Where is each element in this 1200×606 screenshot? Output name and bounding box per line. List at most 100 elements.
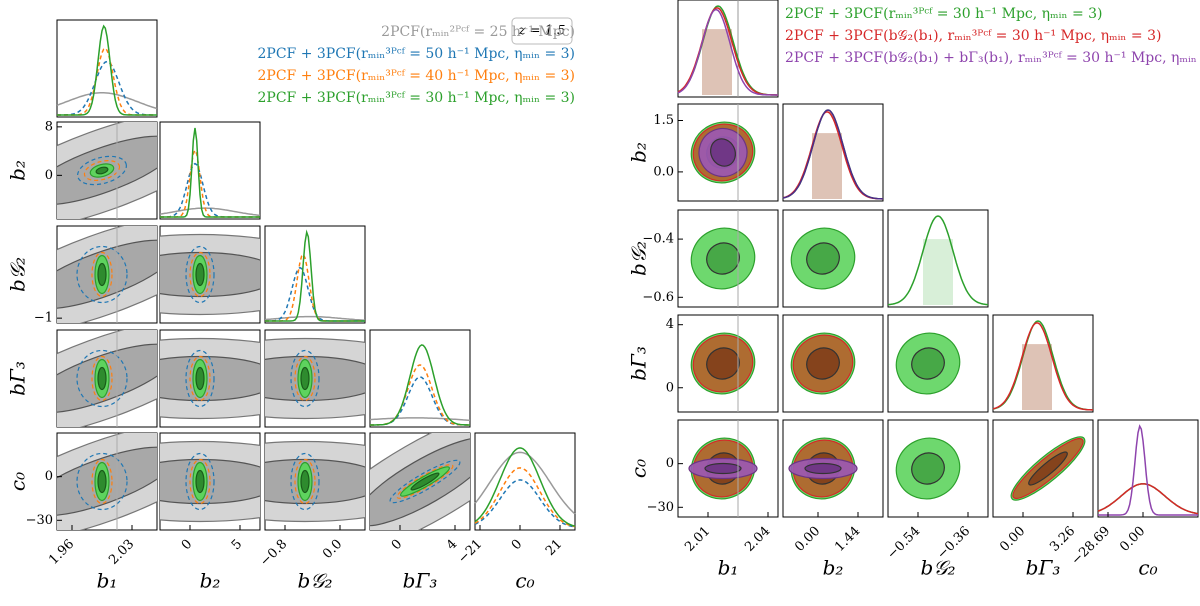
panel-content: [57, 433, 157, 530]
contour: [95, 166, 109, 175]
y-tick-label: 0: [666, 380, 674, 395]
posterior-curve: [474, 467, 576, 528]
contour: [389, 459, 461, 504]
panel-content: [788, 437, 858, 500]
posterior-curve: [57, 24, 157, 116]
posterior-curve: [159, 207, 261, 217]
x-axis-label: b₁: [718, 556, 739, 580]
y-tick-label: 0: [45, 168, 53, 183]
legend-entry: 2PCF + 3PCF(rₘᵢₙ³ᴾᶜᶠ = 50 h⁻¹ Mpc, ηₘᵢₙ …: [258, 46, 576, 62]
legend-entry: 2PCF + 3PCF(rₘᵢₙ³ᴾᶜᶠ = 30 h⁻¹ Mpc, ηₘᵢₙ …: [785, 6, 1103, 22]
panel: [369, 329, 471, 428]
contour: [76, 452, 128, 511]
contour: [806, 242, 840, 275]
posterior-curve: [474, 451, 576, 515]
legend-entry: 2PCF(rₘᵢₙ²ᴾᶜᶠ = 25 h⁻¹ Mpc): [381, 24, 575, 40]
x-tick-label: 21: [543, 537, 565, 559]
y-tick-label: −0.6: [642, 290, 674, 305]
contour: [91, 251, 113, 298]
x-axis-label: bΓ₃: [403, 569, 438, 593]
contour: [300, 366, 310, 391]
x-tick-label: 0.00: [792, 524, 823, 555]
x-tick-label: 0.00: [1117, 524, 1148, 555]
contour: [189, 355, 211, 402]
contour: [195, 262, 205, 287]
credible-band: [923, 239, 953, 305]
contour: [91, 458, 113, 505]
panel: [887, 209, 989, 308]
y-axis-label: bΓ₃: [6, 361, 30, 396]
panel-content: [1010, 436, 1086, 501]
contour: [294, 458, 316, 505]
y-tick-label: −1: [34, 311, 53, 326]
panel-content: [160, 233, 260, 316]
x-tick-label: 3.26: [1047, 524, 1078, 555]
panel-content: [160, 440, 260, 523]
posterior-curve: [1098, 424, 1198, 516]
y-axis-label: b₂: [6, 160, 30, 181]
y-axis-label: bΓ₃: [627, 346, 651, 381]
panel-content: [160, 337, 260, 420]
y-tick-label: 0: [666, 456, 674, 471]
contour: [83, 160, 121, 181]
panel-content: [690, 315, 756, 412]
legend-entry: 2PCF + 3PCF(b𝒢₂(b₁) + bΓ₃(b₁), rₘᵢₙ³ᴾᶜᶠ …: [785, 50, 1200, 66]
contour: [189, 458, 211, 505]
posterior-curve: [57, 60, 157, 116]
x-tick-label: 1.96: [46, 537, 77, 568]
posterior-curve: [56, 92, 158, 110]
panel: [677, 0, 779, 98]
posterior-curve: [474, 447, 576, 527]
y-axis-label: b₂: [627, 142, 651, 163]
posterior-curve: [264, 315, 366, 321]
x-axis-label: b𝒢₂: [297, 569, 332, 593]
posterior-curve: [474, 479, 576, 528]
contour: [704, 462, 742, 475]
posterior-curve: [992, 322, 1093, 411]
x-axis-label: c₀: [515, 569, 534, 593]
x-axis-label: b₁: [97, 569, 118, 593]
credible-band: [702, 29, 732, 96]
panel-content: [690, 210, 756, 307]
contour: [185, 452, 215, 511]
panel-content: [265, 337, 365, 420]
y-axis-label: c₀: [627, 459, 651, 478]
contour: [185, 245, 215, 304]
x-tick-label: 0: [389, 537, 405, 553]
contour: [911, 452, 945, 485]
x-tick-label: 5: [229, 537, 245, 553]
panel-content: [370, 433, 470, 530]
x-axis-label: c₀: [1138, 556, 1157, 580]
panel-content: [895, 332, 961, 395]
panel-content: [790, 227, 856, 290]
credible-band: [1022, 344, 1052, 410]
x-tick-label: 2.04: [742, 524, 773, 555]
contour: [76, 349, 128, 408]
x-tick-label: −0.8: [257, 537, 290, 570]
panel-content: [265, 440, 365, 523]
contour: [290, 452, 320, 511]
contour: [396, 464, 454, 499]
contour: [195, 469, 205, 494]
x-tick-label: 0.00: [997, 524, 1028, 555]
y-tick-label: 8: [45, 119, 53, 134]
contour: [97, 262, 107, 287]
contour: [294, 355, 316, 402]
y-axis-label: b𝒢₂: [6, 257, 30, 292]
y-tick-label: 4: [666, 317, 674, 332]
posterior-curve: [160, 127, 260, 218]
x-tick-label: −0.54: [885, 524, 924, 563]
contour: [185, 349, 215, 408]
contour: [410, 472, 440, 491]
contour: [804, 462, 842, 475]
legend-entry: 2PCF + 3PCF(rₘᵢₙ³ᴾᶜᶠ = 40 h⁻¹ Mpc, ηₘᵢₙ …: [258, 68, 576, 84]
x-axis-label: b₂: [200, 569, 221, 593]
panel: [474, 432, 576, 531]
contour: [290, 349, 320, 408]
x-tick-label: 2.01: [682, 524, 713, 555]
contour: [300, 469, 310, 494]
x-tick-label: 0: [509, 537, 525, 553]
x-tick-label: −21: [455, 537, 485, 567]
contour: [76, 245, 128, 304]
